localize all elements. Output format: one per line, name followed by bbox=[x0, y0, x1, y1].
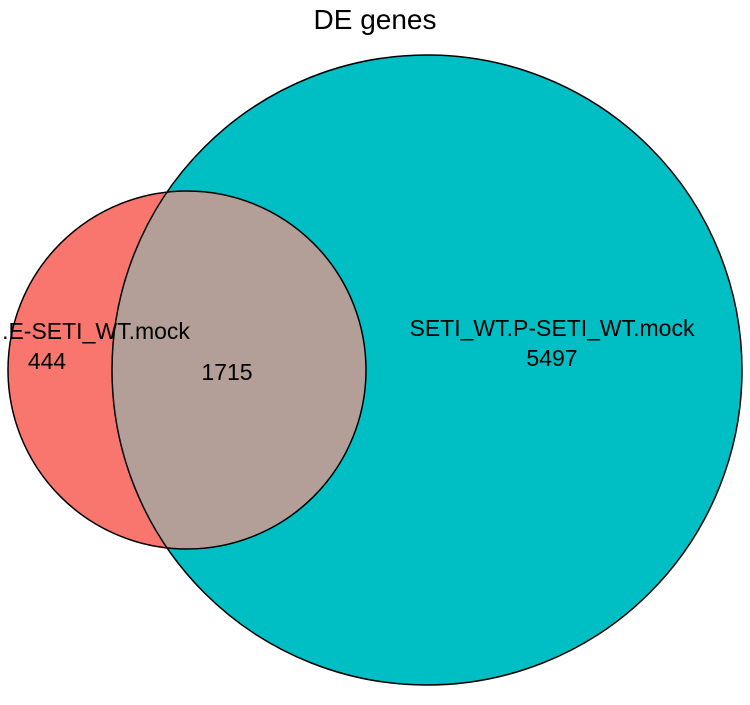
right-set-outline bbox=[111, 54, 743, 686]
right-set-label: SETI_WT.P-SETI_WT.mock bbox=[410, 315, 695, 341]
diagram-title: DE genes bbox=[314, 4, 437, 35]
intersection-region bbox=[112, 191, 366, 549]
intersection-count: 1715 bbox=[201, 359, 252, 385]
right-set-count: 5497 bbox=[526, 345, 577, 371]
left-set-label: .E-SETI_WT.mock bbox=[2, 318, 190, 344]
left-set-count: 444 bbox=[28, 348, 67, 374]
left-set-outline bbox=[7, 190, 367, 550]
